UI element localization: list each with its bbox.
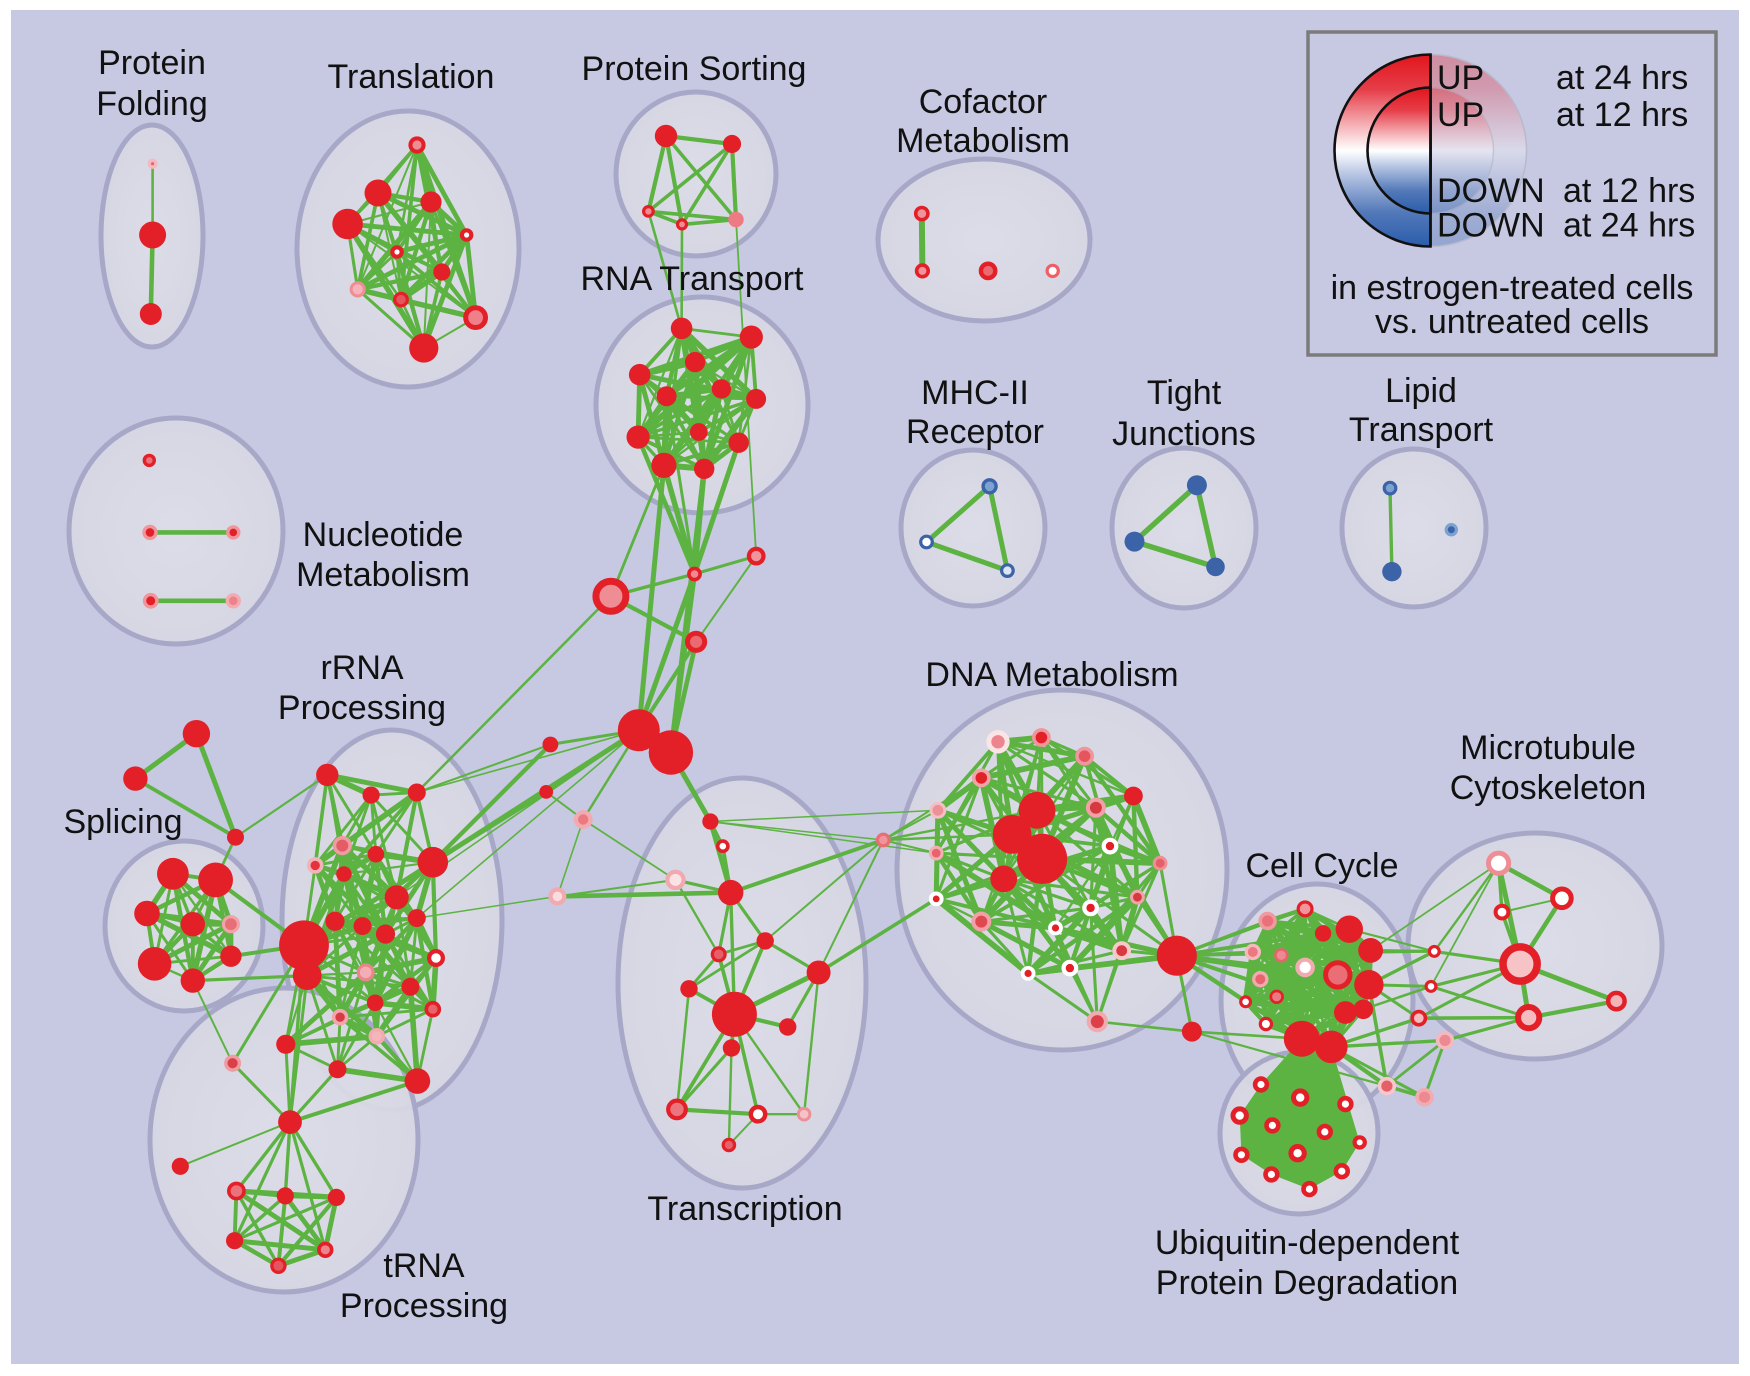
svg-text:Protein Degradation: Protein Degradation bbox=[1156, 1264, 1458, 1302]
svg-text:Ubiquitin-dependent: Ubiquitin-dependent bbox=[1155, 1224, 1460, 1262]
svg-text:Translation: Translation bbox=[328, 58, 495, 96]
svg-text:Metabolism: Metabolism bbox=[896, 122, 1070, 160]
svg-text:MHC-II: MHC-II bbox=[921, 374, 1029, 412]
svg-text:DOWN: DOWN bbox=[1437, 172, 1545, 210]
svg-text:at 12 hrs: at 12 hrs bbox=[1556, 96, 1688, 134]
svg-text:Cell Cycle: Cell Cycle bbox=[1245, 847, 1398, 885]
svg-text:Junctions: Junctions bbox=[1112, 415, 1256, 453]
svg-text:UP: UP bbox=[1437, 59, 1484, 97]
svg-text:DOWN: DOWN bbox=[1437, 207, 1545, 245]
svg-text:rRNA: rRNA bbox=[320, 649, 403, 687]
svg-text:Splicing: Splicing bbox=[63, 803, 182, 841]
svg-text:DNA Metabolism: DNA Metabolism bbox=[925, 656, 1178, 694]
svg-text:Processing: Processing bbox=[278, 689, 446, 727]
svg-text:at 24 hrs: at 24 hrs bbox=[1563, 207, 1695, 245]
svg-text:Transcription: Transcription bbox=[647, 1190, 842, 1228]
svg-text:Nucleotide: Nucleotide bbox=[303, 516, 464, 554]
svg-text:Metabolism: Metabolism bbox=[296, 556, 470, 594]
svg-text:in estrogen-treated cells: in estrogen-treated cells bbox=[1331, 269, 1694, 307]
svg-text:Tight: Tight bbox=[1147, 374, 1222, 412]
svg-text:Protein Sorting: Protein Sorting bbox=[582, 50, 807, 88]
svg-text:Folding: Folding bbox=[96, 85, 208, 123]
svg-text:at 12 hrs: at 12 hrs bbox=[1563, 172, 1695, 210]
svg-text:Lipid: Lipid bbox=[1385, 372, 1457, 410]
svg-text:Receptor: Receptor bbox=[906, 413, 1044, 451]
svg-text:Cytoskeleton: Cytoskeleton bbox=[1450, 769, 1647, 807]
svg-text:Protein: Protein bbox=[98, 44, 206, 82]
svg-text:at 24 hrs: at 24 hrs bbox=[1556, 59, 1688, 97]
svg-text:Microtubule: Microtubule bbox=[1460, 729, 1636, 767]
svg-text:Processing: Processing bbox=[340, 1287, 508, 1325]
svg-text:UP: UP bbox=[1437, 96, 1484, 134]
svg-text:Cofactor: Cofactor bbox=[919, 83, 1048, 121]
svg-text:vs. untreated cells: vs. untreated cells bbox=[1375, 303, 1649, 341]
svg-text:Transport: Transport bbox=[1349, 411, 1494, 449]
svg-text:RNA Transport: RNA Transport bbox=[581, 260, 805, 298]
svg-text:tRNA: tRNA bbox=[383, 1247, 465, 1285]
